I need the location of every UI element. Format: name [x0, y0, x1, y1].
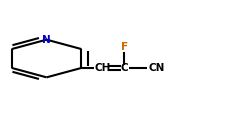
Text: N: N [42, 35, 51, 45]
Text: CH: CH [95, 63, 111, 73]
Text: C: C [120, 63, 128, 73]
Text: F: F [121, 42, 128, 52]
Text: CN: CN [149, 63, 165, 73]
